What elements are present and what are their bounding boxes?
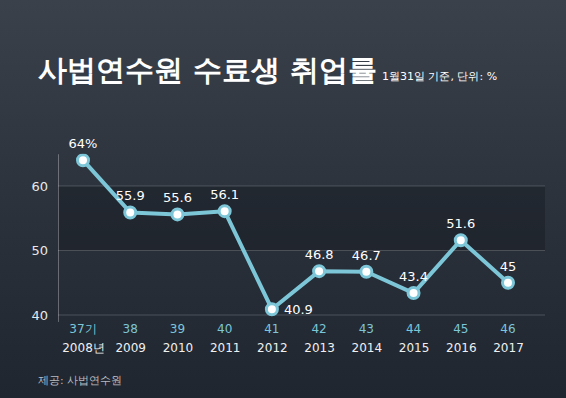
x-tick: 2017 (493, 321, 524, 355)
x-tick-label: 2017 (493, 341, 524, 355)
x-tick-label: 2014 (352, 341, 383, 355)
cohort-label: 46 (500, 322, 515, 336)
data-line (83, 160, 508, 309)
y-tick-label: 40 (31, 308, 48, 323)
x-tick-label: 2009 (115, 341, 146, 355)
data-point (361, 266, 372, 277)
cohort-labels: 37기 38 39 40 41 42 43 44 45 46 (69, 322, 515, 336)
cohort-label: 37기 (69, 322, 96, 336)
data-label: 51.6 (446, 216, 475, 231)
x-tick: 2014 (352, 321, 383, 355)
x-tick-label: 2012 (257, 341, 288, 355)
cohort-label: 45 (453, 322, 468, 336)
data-point (219, 206, 230, 217)
data-point (172, 209, 183, 220)
data-label: 46.8 (305, 247, 334, 262)
x-tick-label: 2016 (446, 341, 477, 355)
x-tick-label: 2008년 (62, 341, 105, 355)
data-point (314, 266, 325, 277)
x-tick-label: 2013 (304, 341, 335, 355)
chart-title: 사법연수원 수료생 취업률 (38, 53, 377, 87)
chart-svg: 4050602008년20092010201120122013201420152… (0, 0, 566, 398)
plot-area (78, 155, 514, 315)
data-label: 40.9 (284, 302, 313, 317)
y-tick-label: 50 (31, 243, 48, 258)
data-label: 45 (500, 259, 517, 274)
y-axis-line (58, 154, 59, 322)
chart-container: 4050602008년20092010201120122013201420152… (0, 0, 566, 398)
data-point (125, 207, 136, 218)
x-tick: 2008년 (62, 321, 105, 355)
cohort-label: 43 (359, 322, 374, 336)
cohort-label: 38 (123, 322, 138, 336)
x-tick: 2015 (399, 321, 430, 355)
y-tick: 60 (31, 179, 58, 194)
data-point (408, 288, 419, 299)
x-tick: 2012 (257, 321, 288, 355)
background (0, 0, 566, 398)
y-axis: 40 50 60 (31, 154, 58, 322)
data-label: 43.4 (399, 269, 428, 284)
grid-band (58, 186, 545, 251)
cohort-label: 39 (170, 322, 185, 336)
cohort-label: 41 (264, 322, 279, 336)
x-tick: 2009 (115, 321, 146, 355)
x-tick-label: 2011 (210, 341, 241, 355)
cohort-label: 42 (311, 322, 326, 336)
cohort-label: 44 (406, 322, 421, 336)
chart-subtitle: 1월31일 기준, 단위: % (382, 70, 497, 83)
data-labels: 64% 55.9 55.6 56.1 40.9 46.8 46.7 43.4 51.6 45 (69, 136, 517, 317)
x-tick: 2016 (446, 321, 477, 355)
cohort-label: 40 (217, 322, 232, 336)
data-label: 46.7 (352, 248, 381, 263)
x-tick-label: 2010 (163, 341, 194, 355)
x-tick: 2010 (163, 321, 194, 355)
x-axis: 2008년 2009 2010 2011 2012 2013 2014 2015 2016 201… (62, 321, 524, 355)
data-point (78, 155, 89, 166)
source-note: 제공: 사법연수원 (38, 374, 122, 387)
grid-line (58, 186, 545, 187)
data-point (455, 235, 466, 246)
data-label: 56.1 (210, 187, 239, 202)
data-label: 55.9 (116, 188, 145, 203)
y-tick: 50 (31, 243, 58, 258)
data-label: 55.6 (163, 190, 192, 205)
data-point (266, 304, 277, 315)
data-point (503, 277, 514, 288)
y-tick-label: 60 (31, 179, 48, 194)
x-tick: 2011 (210, 321, 241, 355)
data-label: 64% (69, 136, 98, 151)
x-tick-label: 2015 (399, 341, 430, 355)
y-tick: 40 (31, 308, 58, 323)
x-tick: 2013 (304, 321, 335, 355)
